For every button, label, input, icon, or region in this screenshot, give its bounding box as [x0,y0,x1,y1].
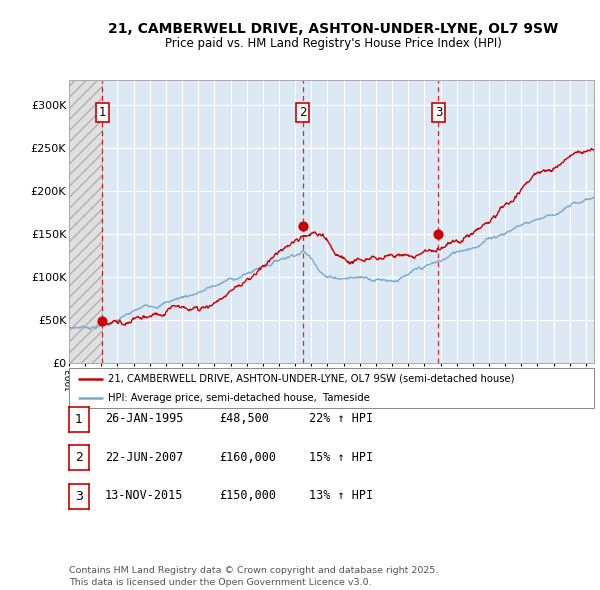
Text: £150,000: £150,000 [219,489,276,502]
Text: 13-NOV-2015: 13-NOV-2015 [105,489,184,502]
Text: 3: 3 [435,106,442,119]
Text: 26-JAN-1995: 26-JAN-1995 [105,412,184,425]
Point [98,316,107,326]
Text: Contains HM Land Registry data © Crown copyright and database right 2025.
This d: Contains HM Land Registry data © Crown c… [69,566,439,587]
Text: Price paid vs. HM Land Registry's House Price Index (HPI): Price paid vs. HM Land Registry's House … [164,37,502,50]
Text: 21, CAMBERWELL DRIVE, ASHTON-UNDER-LYNE, OL7 9SW (semi-detached house): 21, CAMBERWELL DRIVE, ASHTON-UNDER-LYNE,… [109,374,515,384]
Text: 22-JUN-2007: 22-JUN-2007 [105,451,184,464]
Text: 3: 3 [75,490,83,503]
Bar [69,80,103,363]
FancyBboxPatch shape [69,368,594,408]
Text: 13% ↑ HPI: 13% ↑ HPI [309,489,373,502]
Text: £48,500: £48,500 [219,412,269,425]
Point [434,230,443,239]
Point [298,221,308,230]
Text: 15% ↑ HPI: 15% ↑ HPI [309,451,373,464]
Text: 2: 2 [299,106,307,119]
Text: 22% ↑ HPI: 22% ↑ HPI [309,412,373,425]
Text: 1: 1 [75,413,83,426]
Text: 2: 2 [75,451,83,464]
Text: £160,000: £160,000 [219,451,276,464]
Text: HPI: Average price, semi-detached house,  Tameside: HPI: Average price, semi-detached house,… [109,394,370,403]
Text: 1: 1 [98,106,106,119]
Text: 21, CAMBERWELL DRIVE, ASHTON-UNDER-LYNE, OL7 9SW: 21, CAMBERWELL DRIVE, ASHTON-UNDER-LYNE,… [108,22,558,37]
